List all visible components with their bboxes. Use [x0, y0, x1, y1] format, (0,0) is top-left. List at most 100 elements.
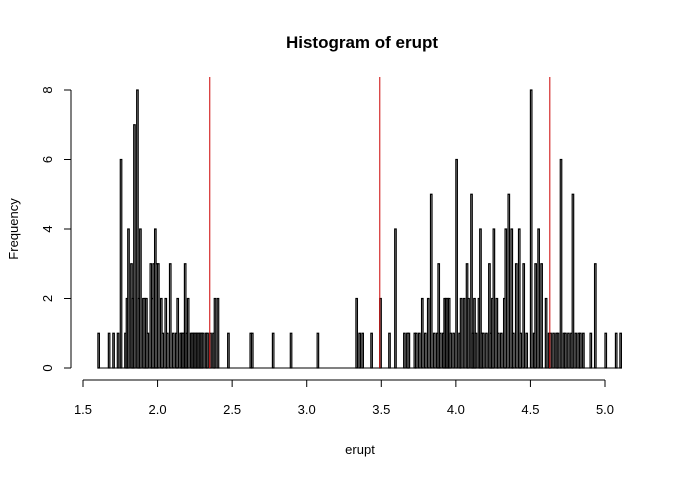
x-tick-label: 1.5 — [74, 402, 92, 417]
histogram-bar — [139, 228, 142, 369]
y-tick-label: 8 — [40, 86, 55, 93]
histogram-bar — [474, 332, 478, 369]
x-tick-label: 3.5 — [372, 402, 390, 417]
histogram-bar — [165, 332, 169, 369]
histogram-bar — [574, 332, 578, 369]
histogram-bar — [582, 332, 585, 369]
histogram-bar — [507, 193, 511, 369]
histogram-bar — [604, 332, 608, 369]
histogram-bar — [355, 297, 359, 369]
histogram-bar — [529, 89, 533, 369]
histogram-bar — [455, 158, 458, 369]
histogram-bar — [559, 158, 563, 369]
histogram-bar — [497, 332, 500, 369]
y-tick-label: 0 — [40, 364, 55, 371]
x-tick-label: 3.0 — [298, 402, 316, 417]
x-tick-label: 5.0 — [596, 402, 614, 417]
histogram-bar — [504, 228, 508, 369]
histogram-bar — [186, 297, 190, 369]
histogram-bar — [467, 297, 470, 369]
histogram-bar — [133, 124, 136, 369]
histogram-bar — [119, 158, 123, 369]
histogram-bar — [116, 332, 120, 369]
histogram-bar — [519, 332, 523, 369]
histogram-bar — [216, 297, 220, 369]
histogram-bar — [423, 332, 427, 369]
histogram-bar — [552, 332, 555, 369]
reference-lines — [209, 77, 551, 368]
histogram-bar — [564, 332, 567, 369]
histogram-bar — [289, 332, 293, 369]
histogram-bar — [206, 332, 209, 369]
histogram-bar — [492, 228, 496, 369]
histogram-bar — [619, 332, 622, 369]
histogram-bar — [567, 332, 570, 369]
histogram-bar — [414, 332, 418, 369]
histogram-bar — [112, 332, 115, 369]
histogram-bar — [485, 332, 488, 369]
histogram-bar — [361, 332, 364, 369]
histogram-bar — [482, 332, 485, 369]
histogram-bar — [522, 263, 526, 369]
histogram-bar — [525, 332, 529, 369]
histogram-bar — [156, 263, 160, 369]
histogram-bar — [388, 332, 391, 369]
histogram-bar — [176, 297, 180, 369]
histogram-bar — [127, 228, 130, 369]
histogram-bar — [316, 332, 320, 369]
histogram-bar — [589, 332, 593, 369]
histogram-bar — [544, 297, 548, 369]
histogram-bar — [452, 332, 455, 369]
x-tick-label: 2.5 — [223, 402, 241, 417]
histogram-bar — [394, 228, 397, 369]
histogram-bar — [540, 263, 543, 369]
histogram-bar — [420, 297, 424, 369]
histogram-bars — [97, 89, 622, 369]
histogram-bar — [227, 332, 230, 369]
y-tick-label: 6 — [40, 156, 55, 163]
histogram-bar — [438, 332, 442, 369]
histogram-bar — [429, 193, 433, 369]
histogram-bar — [146, 332, 150, 369]
chart-title: Histogram of erupt — [286, 33, 438, 52]
histogram-bar — [213, 297, 217, 369]
histogram-bar — [571, 193, 575, 369]
y-tick-label: 2 — [40, 295, 55, 302]
histogram-bar — [537, 228, 540, 369]
histogram-bar — [370, 332, 373, 369]
histogram-bar — [97, 332, 101, 369]
histogram-bar — [171, 332, 175, 369]
histogram-bar — [201, 332, 205, 369]
histogram-bar — [403, 332, 406, 369]
histogram-bar — [407, 332, 411, 369]
histogram-bar — [168, 263, 172, 369]
histogram-bar — [271, 332, 275, 369]
y-axis: 0 2 4 6 8 — [40, 86, 72, 372]
histogram-bar — [459, 297, 463, 369]
histogram-bar — [358, 332, 362, 369]
x-axis: 1.5 2.0 2.5 3.0 3.5 4.0 4.5 5.0 — [74, 379, 614, 417]
x-tick-label: 4.5 — [521, 402, 539, 417]
histogram-bar — [579, 332, 582, 369]
histogram-bar — [511, 332, 515, 369]
histogram-bar — [462, 297, 466, 369]
histogram-bar — [426, 297, 430, 369]
histogram-bar — [417, 332, 421, 369]
histogram-bar — [614, 332, 618, 369]
x-tick-label: 2.0 — [149, 402, 167, 417]
histogram-bar — [593, 263, 597, 369]
histogram-bar — [514, 263, 518, 369]
histogram-bar — [500, 332, 503, 369]
histogram-bar — [449, 332, 452, 369]
histogram-bar — [107, 332, 111, 369]
histogram-bar — [250, 332, 254, 369]
histogram-bar — [556, 332, 560, 369]
histogram-bar — [432, 332, 436, 369]
x-tick-label: 4.0 — [447, 402, 465, 417]
histogram-bar — [161, 332, 165, 369]
y-axis-label: Frequency — [6, 198, 21, 260]
x-axis-label: erupt — [345, 442, 375, 457]
y-tick-label: 4 — [40, 225, 55, 232]
